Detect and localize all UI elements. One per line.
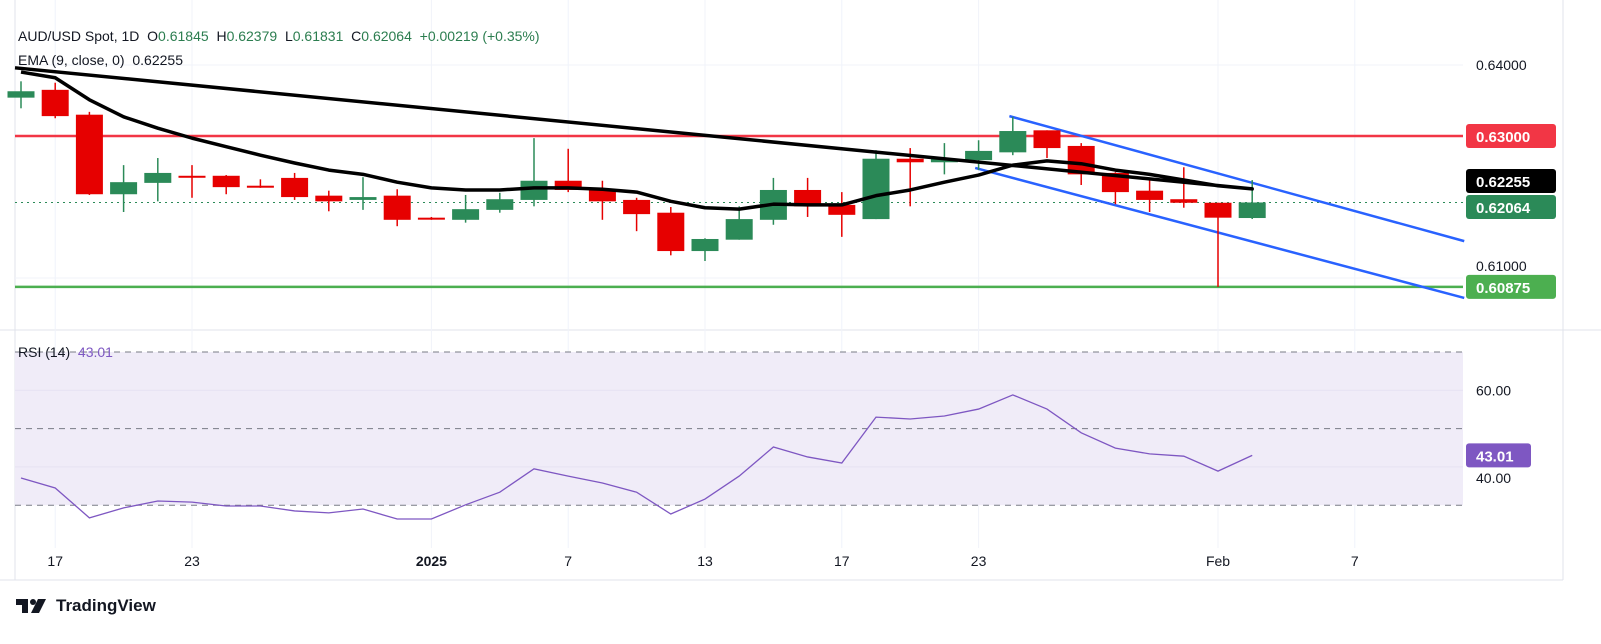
- channel-upper-line: [1009, 114, 1465, 243]
- x-tick-label: 17: [47, 553, 63, 569]
- candles: [7, 81, 1266, 287]
- logo-text: TradingView: [56, 596, 156, 615]
- bullish-candle: [520, 180, 548, 200]
- rsi-band-background: [15, 352, 1463, 506]
- bullish-candle: [144, 172, 172, 183]
- x-tick-label: Feb: [1206, 553, 1230, 569]
- tradingview-logo[interactable]: TradingView: [16, 596, 156, 616]
- bullish-candle: [691, 238, 719, 252]
- ema-line: [14, 66, 1254, 211]
- bearish-candle: [41, 89, 69, 117]
- rsi-value: 43.01: [77, 344, 113, 360]
- bullish-candle: [725, 219, 753, 240]
- open-value: 0.61845: [158, 28, 209, 44]
- rsi-tick-label: 60.00: [1476, 382, 1511, 398]
- bullish-candle: [452, 209, 480, 220]
- rsi-last-label-bg: [1466, 443, 1531, 468]
- bearish-candle: [623, 199, 651, 215]
- bearish-candle: [1136, 190, 1164, 200]
- bearish-candle: [896, 158, 924, 163]
- x-tick-label: 23: [184, 553, 200, 569]
- x-tick-label: 7: [564, 553, 572, 569]
- change-value: +0.00219 (+0.35%): [419, 28, 540, 44]
- bearish-candle: [417, 217, 445, 220]
- last-price-label: 0.62064: [1476, 200, 1531, 217]
- bullish-candle: [486, 199, 514, 210]
- bullish-candle: [7, 91, 35, 98]
- close-value: 0.62064: [361, 28, 412, 44]
- bearish-candle: [75, 114, 103, 195]
- horizontal-lines: [15, 134, 1463, 289]
- ema-value: 0.62255: [132, 52, 183, 68]
- support-price-label-bg: [1466, 274, 1556, 299]
- x-tick-label: 17: [834, 553, 850, 569]
- descending-channel: [974, 114, 1465, 300]
- rsi-last-label: 43.01: [1476, 448, 1514, 465]
- bearish-candle: [794, 189, 822, 207]
- bearish-candle: [212, 175, 240, 188]
- x-tick-label: 2025: [416, 553, 447, 569]
- bearish-candle: [1204, 202, 1232, 218]
- channel-lower-line: [974, 166, 1465, 300]
- bearish-candle: [828, 204, 856, 215]
- rsi-legend: RSI (14) 43.01: [18, 344, 113, 360]
- bullish-candle: [110, 182, 138, 195]
- bearish-candle: [383, 195, 411, 220]
- bullish-candle: [965, 150, 993, 161]
- x-tick-label: 23: [971, 553, 987, 569]
- ema-legend: EMA (9, close, 0) 0.62255: [18, 52, 183, 68]
- bearish-candle: [657, 212, 685, 252]
- ema-price-label: 0.62255: [1476, 174, 1530, 191]
- ema-9-line: [14, 66, 1254, 211]
- bearish-candle: [246, 185, 274, 188]
- bearish-candle: [315, 195, 343, 202]
- close-label: C: [351, 28, 362, 44]
- tradingview-logo-icon: [16, 599, 46, 613]
- price-tick-label: 0.61000: [1476, 258, 1527, 274]
- price-legend: AUD/USD Spot, 1D O0.61845 H0.62379 L0.61…: [18, 28, 540, 44]
- x-tick-label: 7: [1351, 553, 1359, 569]
- bearish-candle: [178, 175, 206, 178]
- high-value: 0.62379: [226, 28, 278, 44]
- rsi-pane: [15, 351, 1463, 520]
- bearish-candle: [554, 180, 582, 190]
- x-tick-label: 13: [697, 553, 713, 569]
- ema-price-label-bg: [1466, 169, 1556, 193]
- last-price-label-bg: [1466, 195, 1556, 219]
- symbol-title: AUD/USD Spot, 1D: [18, 28, 140, 44]
- ema-label: EMA (9, close, 0): [18, 52, 125, 68]
- bullish-candle: [862, 158, 890, 220]
- bullish-candle: [349, 197, 377, 200]
- rsi-label: RSI (14): [18, 344, 71, 360]
- high-label: H: [216, 28, 227, 44]
- low-value: 0.61831: [292, 28, 344, 44]
- bearish-candle: [588, 189, 616, 202]
- axes: 17 23 2025 7 13 17 23 Feb 7 0.64000 0.61000 60.00 40…: [47, 57, 1556, 569]
- bullish-candle: [999, 131, 1027, 153]
- low-label: L: [284, 28, 293, 44]
- resistance-price-label-bg: [1466, 124, 1556, 148]
- rsi-tick-label: 40.00: [1476, 470, 1511, 486]
- bearish-candle: [1170, 199, 1198, 203]
- price-tick-label: 0.64000: [1476, 57, 1527, 73]
- bearish-candle: [281, 177, 309, 198]
- support-price-label: 0.60875: [1476, 280, 1530, 297]
- open-label: O: [147, 28, 159, 44]
- bearish-candle: [1033, 130, 1061, 149]
- resistance-price-label: 0.63000: [1476, 129, 1530, 146]
- bullish-candle: [1238, 202, 1266, 219]
